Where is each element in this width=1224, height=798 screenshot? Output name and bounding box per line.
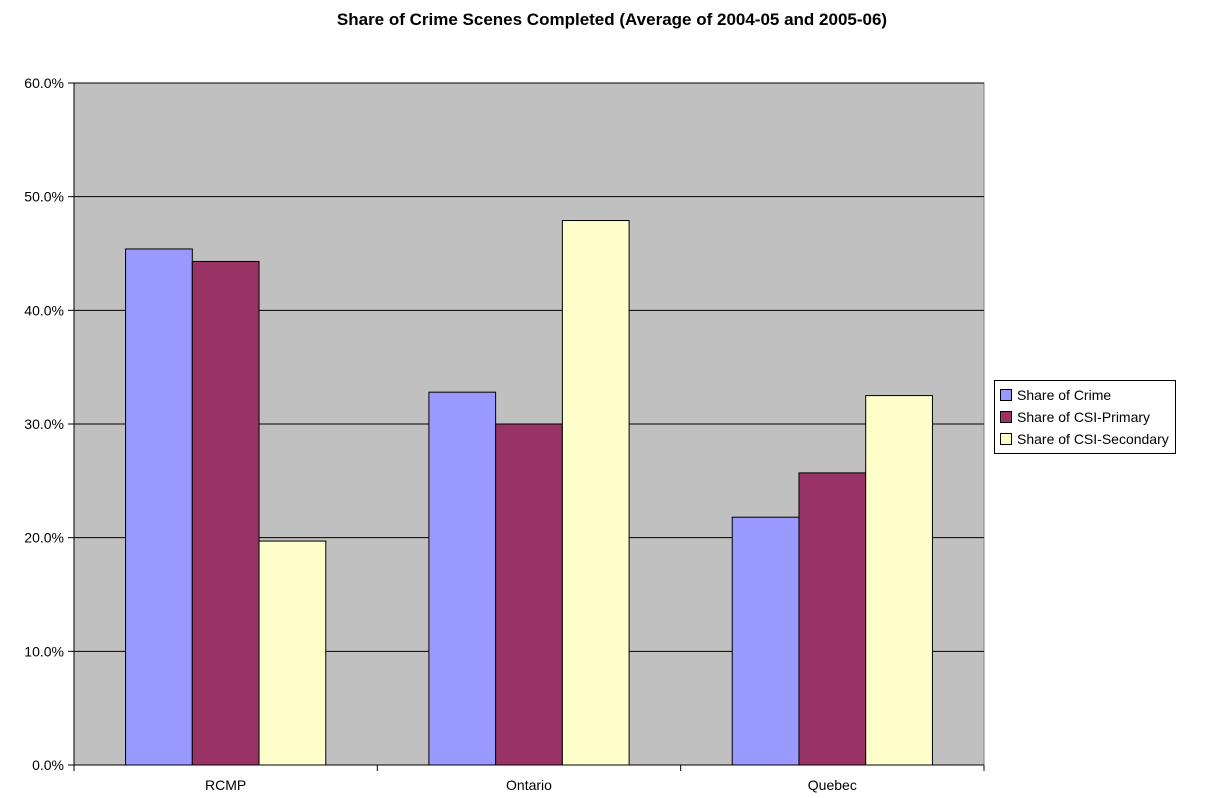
bars [125, 220, 933, 766]
bar [798, 472, 867, 766]
bar [428, 391, 497, 766]
bar [258, 540, 327, 766]
y-tick-label: 0.0% [32, 757, 64, 773]
legend: Share of Crime Share of CSI-Primary Shar… [994, 380, 1176, 454]
axes: 0.0% 10.0% 20.0% 30.0% 40.0% 50.0% 60.0% RCMP On… [24, 75, 985, 793]
legend-item-share-of-csi-secondary: Share of CSI-Secondary [1000, 428, 1169, 450]
bar [125, 248, 193, 766]
y-tick-label: 40.0% [24, 302, 64, 318]
legend-swatch [1000, 433, 1012, 445]
bar [865, 395, 933, 766]
x-tick-label: Ontario [506, 777, 552, 793]
legend-swatch [1000, 411, 1012, 423]
legend-label: Share of CSI-Primary [1017, 409, 1151, 425]
y-tick-label: 50.0% [24, 189, 64, 205]
bar [191, 260, 260, 766]
bar [561, 220, 630, 766]
x-tick-label: Quebec [808, 777, 857, 793]
y-tick-label: 30.0% [24, 416, 64, 432]
bar [495, 423, 563, 766]
legend-label: Share of Crime [1017, 387, 1112, 403]
y-tick-label: 10.0% [24, 643, 64, 659]
chart-title: Share of Crime Scenes Completed (Average… [336, 10, 888, 29]
y-tick-label: 60.0% [24, 75, 64, 91]
y-tick-label: 20.0% [24, 530, 64, 546]
legend-item-share-of-csi-primary: Share of CSI-Primary [1000, 406, 1169, 428]
legend-label: Share of CSI-Secondary [1017, 431, 1169, 447]
legend-item-share-of-crime: Share of Crime [1000, 384, 1169, 406]
legend-swatch [1000, 389, 1012, 401]
bar [731, 516, 800, 766]
x-tick-label: RCMP [205, 777, 246, 793]
